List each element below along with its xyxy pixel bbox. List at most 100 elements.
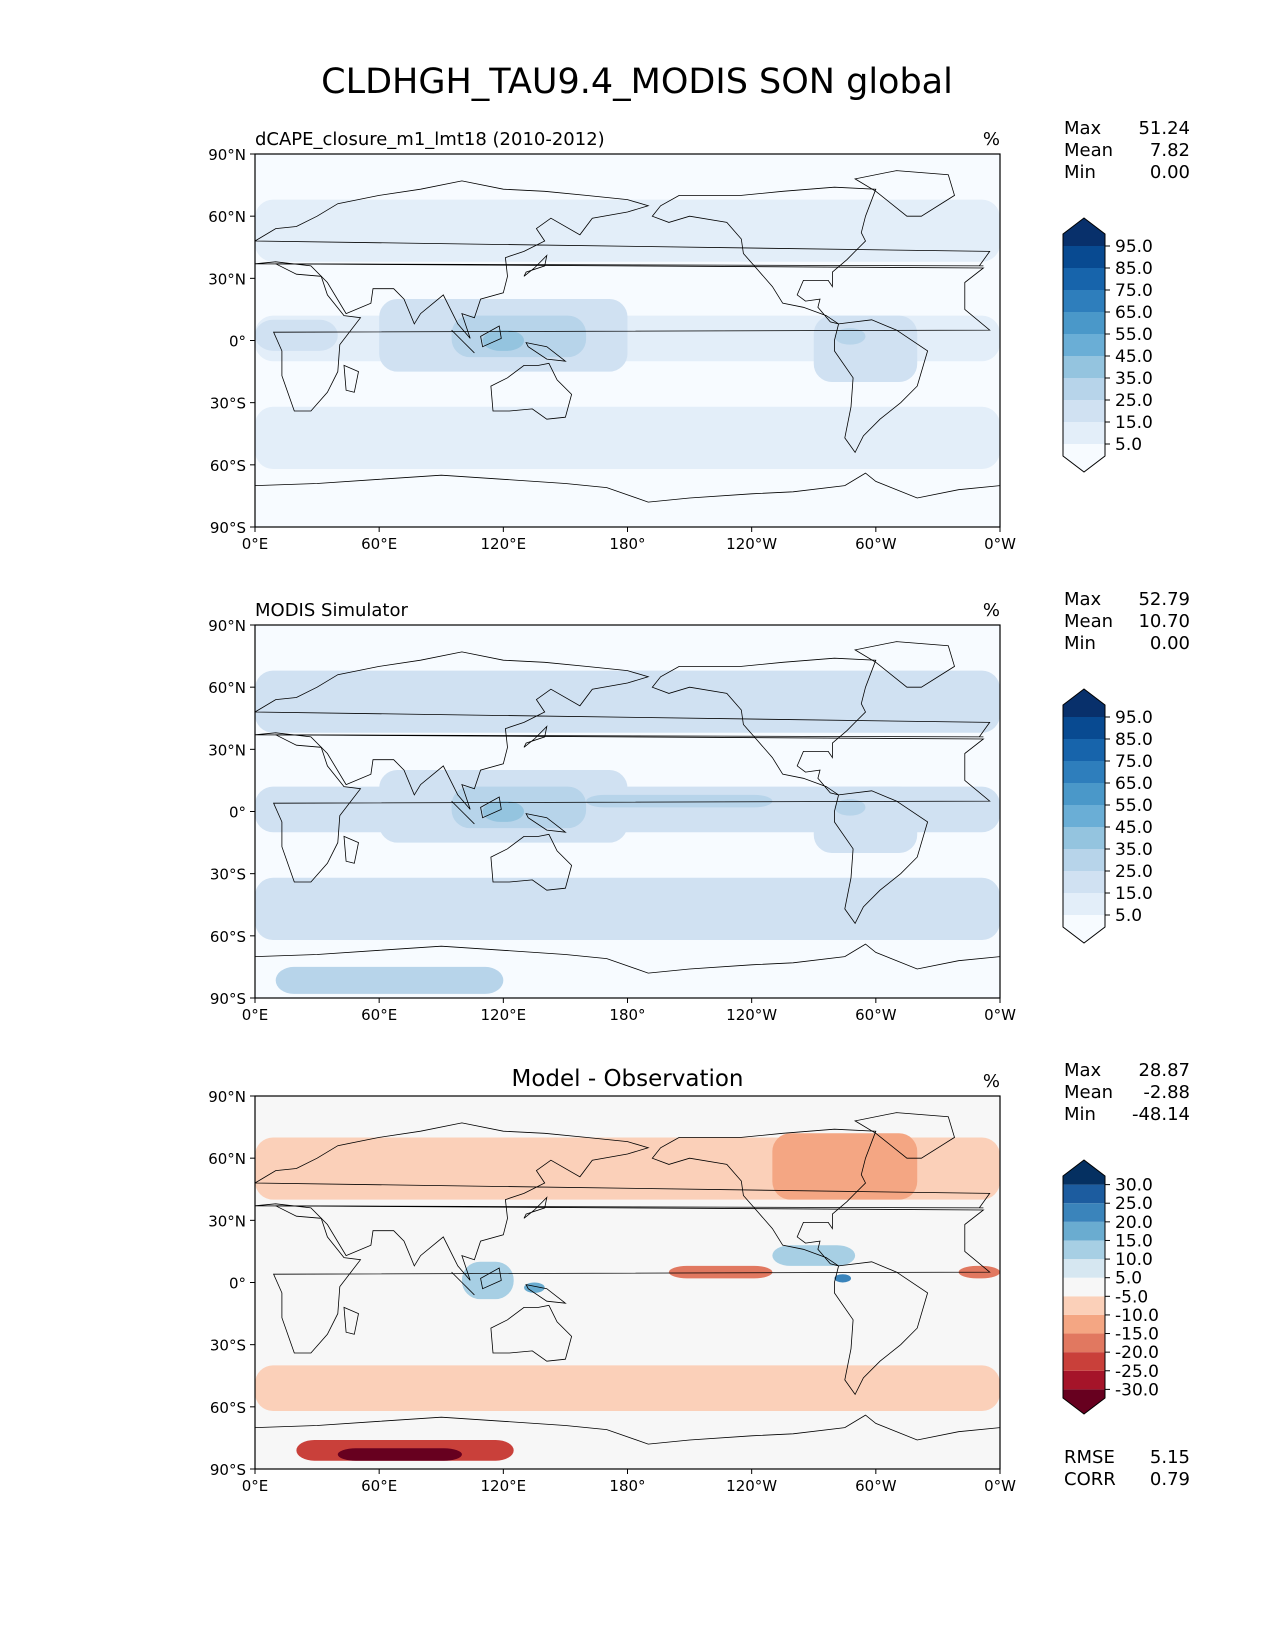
coastline	[854, 1112, 955, 1159]
lon-tick-label: 60°E	[361, 1477, 397, 1495]
colorbar-swatch	[1063, 1240, 1105, 1260]
colorbar-level-label: 95.0	[1115, 237, 1153, 257]
lon-tick-label: 180°	[609, 1006, 645, 1024]
lat-tick-label: 60°N	[208, 208, 246, 226]
colorbar-swatch	[1063, 422, 1105, 444]
contour-region	[834, 1274, 851, 1283]
colorbar-swatch	[1063, 356, 1105, 378]
coastline	[834, 790, 929, 925]
stat-value: -2.88	[1143, 1082, 1190, 1103]
lon-tick-label: 120°W	[726, 535, 777, 553]
coastline	[525, 342, 567, 362]
stat-label: Mean	[1064, 1082, 1113, 1103]
map-field	[255, 199, 1000, 527]
coastline	[834, 319, 929, 454]
colorbar-outline	[1062, 217, 1106, 473]
coastline	[525, 1284, 567, 1304]
metric-label: CORR	[1064, 1469, 1116, 1490]
stat-value: 28.87	[1138, 1060, 1190, 1081]
lat-tick-label: 60°N	[208, 1150, 246, 1168]
stat-label: Max	[1064, 118, 1102, 139]
contour-region	[255, 319, 338, 351]
colorbar-level-label: 25.0	[1115, 1194, 1153, 1214]
colorbar-swatch	[1063, 805, 1105, 827]
contour-region	[255, 790, 338, 822]
coastline	[272, 734, 991, 883]
coastline	[651, 657, 877, 796]
panel-title: MODIS Simulator	[255, 600, 408, 621]
coastline	[490, 833, 573, 891]
stat-label: Max	[1064, 589, 1102, 610]
coastline	[343, 835, 359, 864]
stat-label: Max	[1064, 1060, 1102, 1081]
contour-region	[482, 330, 525, 351]
coastline	[480, 325, 502, 348]
coastline	[451, 800, 475, 825]
coastline	[523, 725, 548, 748]
metric-label: RMSE	[1064, 1447, 1115, 1468]
colorbar-level-label: 5.0	[1115, 435, 1142, 455]
contour-region	[668, 1265, 773, 1279]
figure-title: CLDHGH_TAU9.4_MODIS SON global	[321, 62, 953, 102]
lon-tick-label: 0°W	[984, 1006, 1016, 1024]
lat-tick-label: 90°N	[208, 146, 246, 164]
colorbar: 95.085.075.065.055.045.035.025.015.05.0	[1062, 217, 1153, 473]
lon-tick-label: 0°W	[984, 535, 1016, 553]
coastline	[272, 1205, 991, 1354]
map-panel: 90°N 60°N 30°N 0° 30°S 60°S 90°S0°E 60°E 120°E 18…	[208, 1060, 1190, 1495]
stat-value: -48.14	[1132, 1104, 1190, 1125]
colorbar-swatch	[1063, 290, 1105, 312]
colorbar-level-label: -30.0	[1115, 1380, 1159, 1400]
stat-value: 0.00	[1150, 162, 1190, 183]
lon-tick-label: 0°W	[984, 1477, 1016, 1495]
contour-region	[255, 877, 1000, 940]
lon-tick-label: 60°W	[855, 1006, 897, 1024]
colorbar-swatch	[1063, 1389, 1105, 1414]
lat-tick-label: 60°N	[208, 679, 246, 697]
colorbar-swatch	[1063, 893, 1105, 915]
colorbar-swatch	[1063, 1160, 1105, 1185]
lon-tick-label: 60°E	[361, 535, 397, 553]
contour-region	[461, 1261, 514, 1300]
colorbar-swatch	[1063, 246, 1105, 268]
contour-region	[586, 794, 773, 808]
colorbar-swatch	[1063, 827, 1105, 849]
lon-tick-label: 120°E	[481, 535, 527, 553]
contour-region	[772, 1245, 856, 1266]
colorbar-swatch	[1063, 871, 1105, 893]
colorbar: 30.025.020.015.010.05.0-5.0-10.0-15.0-20…	[1062, 1159, 1159, 1415]
colorbar-swatch	[1063, 1277, 1105, 1297]
colorbar-level-label: -5.0	[1115, 1287, 1148, 1307]
stat-value: 0.00	[1150, 633, 1190, 654]
colorbar-level-label: 75.0	[1115, 281, 1153, 301]
coastline	[255, 180, 991, 339]
stat-label: Mean	[1064, 140, 1113, 161]
coastline	[255, 943, 1000, 998]
lat-tick-label: 90°S	[210, 519, 246, 537]
colorbar-swatch	[1063, 400, 1105, 422]
coastlines	[255, 170, 1000, 527]
colorbar-level-label: 25.0	[1115, 862, 1153, 882]
lat-tick-label: 30°N	[208, 1212, 246, 1230]
contour-region	[255, 406, 1000, 469]
lat-tick-label: 30°S	[210, 866, 246, 884]
stat-label: Min	[1064, 633, 1096, 654]
lon-tick-label: 60°W	[855, 535, 897, 553]
colorbar-swatch	[1063, 1184, 1105, 1204]
map-field	[255, 670, 1000, 998]
stat-value: 7.82	[1150, 140, 1190, 161]
stat-label: Min	[1064, 1104, 1096, 1125]
lat-tick-label: 60°S	[210, 457, 246, 475]
colorbar-swatch	[1063, 761, 1105, 783]
colorbar-level-label: -15.0	[1115, 1325, 1159, 1345]
colorbar-level-label: 15.0	[1115, 413, 1153, 433]
coastlines	[255, 1112, 1000, 1469]
colorbar: 95.085.075.065.055.045.035.025.015.05.0	[1062, 688, 1153, 944]
contour-region	[255, 1365, 1000, 1411]
lat-tick-label: 90°S	[210, 990, 246, 1008]
stat-label: Mean	[1064, 611, 1113, 632]
colorbar-level-label: 45.0	[1115, 818, 1153, 838]
colorbar-level-label: 65.0	[1115, 774, 1153, 794]
coastline	[525, 813, 567, 833]
coastline	[272, 263, 991, 412]
